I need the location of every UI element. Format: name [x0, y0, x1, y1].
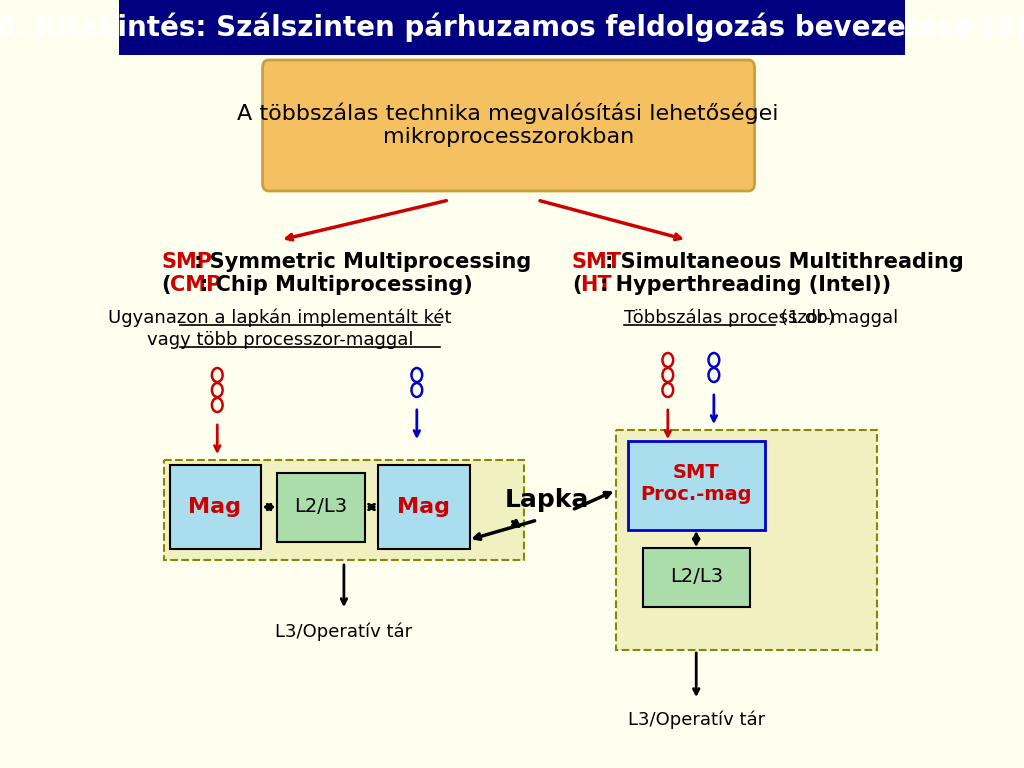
Text: : Simultaneous Multithreading: : Simultaneous Multithreading — [605, 252, 964, 272]
Text: vagy több processzor-maggal: vagy több processzor-maggal — [147, 331, 414, 349]
Text: SMT
Proc.-mag: SMT Proc.-mag — [640, 464, 752, 505]
FancyBboxPatch shape — [278, 473, 365, 542]
Text: L2/L3: L2/L3 — [294, 498, 347, 517]
FancyBboxPatch shape — [170, 465, 261, 549]
Text: Többszálas processzor-maggal: Többszálas processzor-maggal — [624, 309, 898, 327]
Text: SMT: SMT — [571, 252, 622, 272]
Text: L3/Operatív tár: L3/Operatív tár — [628, 710, 765, 730]
Text: A többszálas technika megvalósítási lehetőségei
mikroprocesszorokban: A többszálas technika megvalósítási lehe… — [238, 103, 779, 147]
Text: (1 db): (1 db) — [774, 309, 835, 327]
Text: Mag: Mag — [188, 497, 242, 517]
Text: L3/Operatív tár: L3/Operatív tár — [275, 623, 413, 641]
Text: (: ( — [161, 275, 171, 295]
Text: L2/L3: L2/L3 — [670, 568, 723, 587]
Text: 6. Kitekintés: Szálszinten párhuzamos feldolgozás bevezetése (3): 6. Kitekintés: Szálszinten párhuzamos fe… — [0, 12, 1024, 41]
Text: : Hyperthreading (Intel)): : Hyperthreading (Intel)) — [599, 275, 891, 295]
Text: Ugyanazon a lapkán implementált két: Ugyanazon a lapkán implementált két — [109, 309, 452, 327]
FancyBboxPatch shape — [262, 60, 755, 191]
Text: CMP: CMP — [170, 275, 221, 295]
FancyBboxPatch shape — [119, 0, 905, 55]
Text: Lapka: Lapka — [505, 488, 590, 512]
Text: (: ( — [571, 275, 582, 295]
Text: : Symmetric Multiprocessing: : Symmetric Multiprocessing — [195, 252, 531, 272]
FancyBboxPatch shape — [616, 430, 878, 650]
FancyBboxPatch shape — [379, 465, 470, 549]
Text: HT: HT — [581, 275, 612, 295]
FancyBboxPatch shape — [164, 460, 524, 560]
FancyBboxPatch shape — [628, 441, 765, 530]
Text: : Chip Multiprocessing): : Chip Multiprocessing) — [201, 275, 473, 295]
Text: Mag: Mag — [397, 497, 451, 517]
Text: SMP: SMP — [161, 252, 212, 272]
FancyBboxPatch shape — [643, 548, 750, 607]
